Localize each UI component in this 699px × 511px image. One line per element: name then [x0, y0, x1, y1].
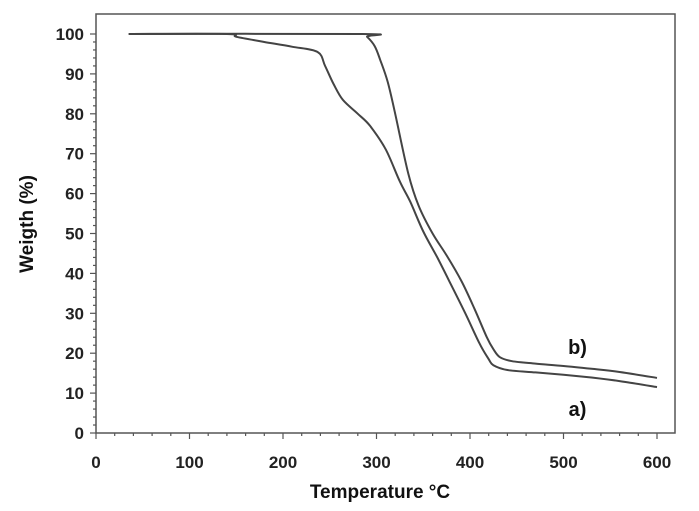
series-line-a	[128, 32, 658, 389]
x-tick-label: 400	[456, 453, 484, 472]
x-tick-label: 600	[643, 453, 671, 472]
series-line-b	[128, 32, 658, 379]
y-tick-label: 80	[65, 105, 84, 124]
x-tick-label: 300	[362, 453, 390, 472]
y-tick-label: 70	[65, 145, 84, 164]
x-axis-ticks	[95, 433, 658, 439]
y-tick-label: 40	[65, 264, 84, 283]
plot-frame	[95, 13, 676, 434]
y-tick-label: 100	[56, 25, 84, 44]
y-tick-label: 30	[65, 304, 84, 323]
x-tick-label: 100	[175, 453, 203, 472]
y-tick-label: 50	[65, 225, 84, 244]
y-tick-label: 20	[65, 344, 84, 363]
series-label: b)	[568, 337, 587, 359]
y-axis-tick-labels: 0 10 20 30 40 50 60 70 80 90 100	[56, 25, 84, 443]
y-axis-title: Weigth (%)	[17, 175, 38, 273]
data-series	[128, 32, 658, 389]
x-tick-label: 200	[269, 453, 297, 472]
y-axis-ticks	[90, 33, 96, 434]
x-axis-title: Temperature °C	[310, 482, 451, 503]
x-axis-tick-labels: 0 100 200 300 400 500 600	[91, 453, 671, 472]
x-tick-label: 500	[549, 453, 577, 472]
y-tick-label: 90	[65, 65, 84, 84]
y-tick-label: 10	[65, 384, 84, 403]
series-annotations: b) a)	[568, 337, 587, 421]
x-tick-label: 0	[91, 453, 100, 472]
y-tick-label: 0	[75, 424, 84, 443]
y-tick-label: 60	[65, 185, 84, 204]
series-label: a)	[569, 399, 587, 421]
